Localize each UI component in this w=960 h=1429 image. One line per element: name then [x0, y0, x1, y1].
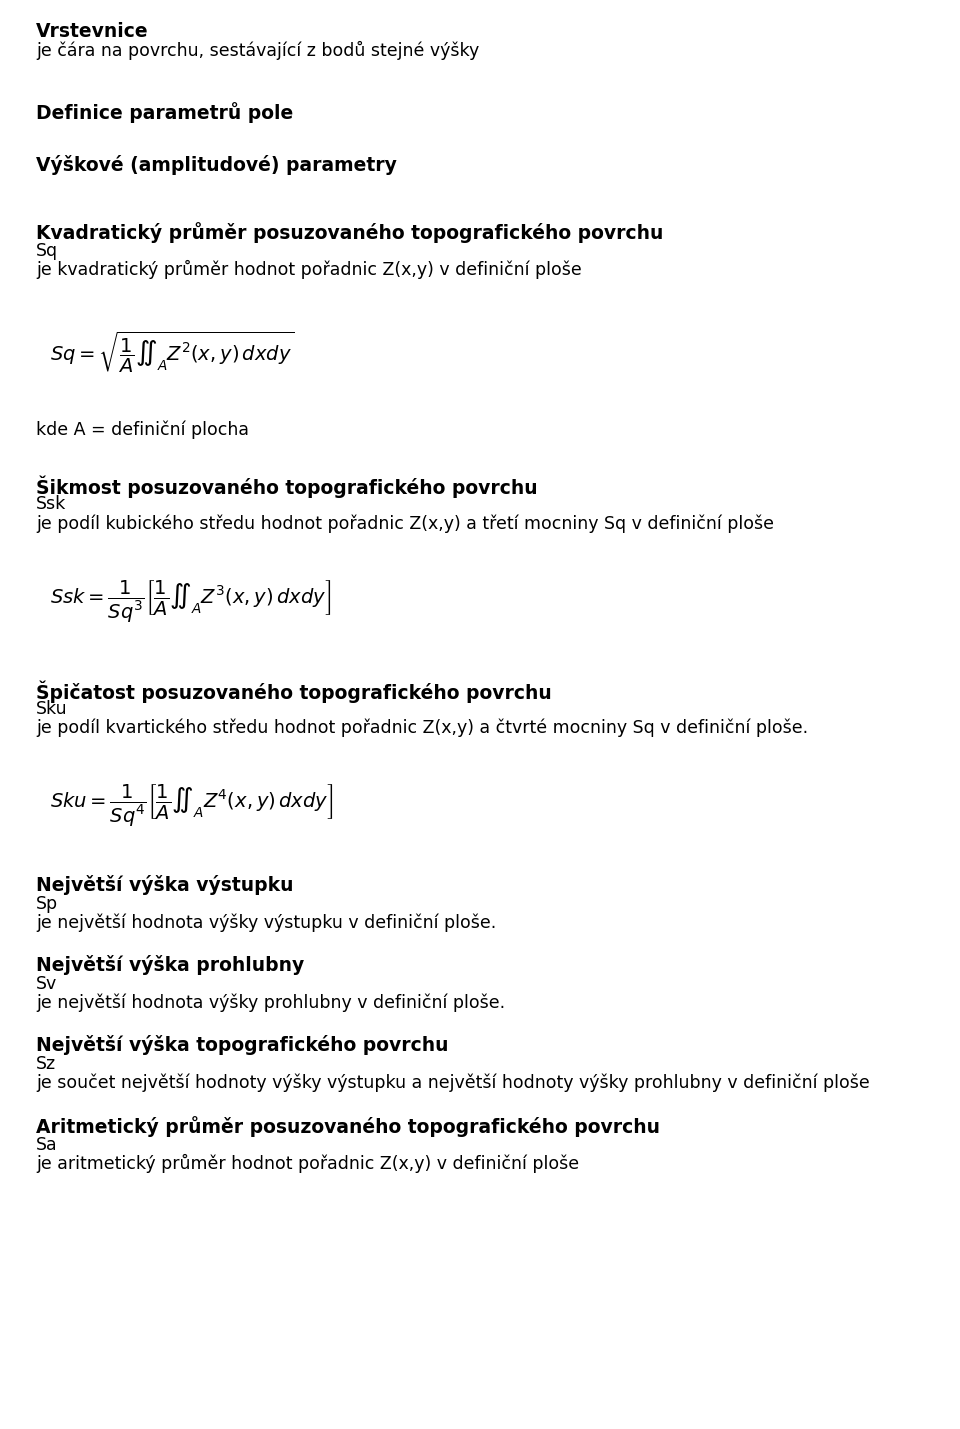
Text: $Sq = \sqrt{\dfrac{1}{A} \iint_{A} Z^{2}(x, y)\,dxdy}$: $Sq = \sqrt{\dfrac{1}{A} \iint_{A} Z^{2}…: [50, 330, 294, 376]
Text: kde A = definiční plocha: kde A = definiční plocha: [36, 420, 249, 439]
Text: Sku: Sku: [36, 700, 67, 717]
Text: je součet největší hodnoty výšky výstupku a největší hodnoty výšky prohlubny v d: je součet největší hodnoty výšky výstupk…: [36, 1073, 870, 1092]
Text: je podíl kvartického středu hodnot pořadnic Z(x,y) a čtvrté mocniny Sq v definič: je podíl kvartického středu hodnot pořad…: [36, 717, 808, 736]
Text: je čára na povrchu, sestávající z bodů stejné výšky: je čára na povrchu, sestávající z bodů s…: [36, 41, 479, 60]
Text: Sv: Sv: [36, 975, 58, 993]
Text: je kvadratický průměr hodnot pořadnic Z(x,y) v definiční ploše: je kvadratický průměr hodnot pořadnic Z(…: [36, 260, 582, 279]
Text: je největší hodnota výšky výstupku v definiční ploše.: je největší hodnota výšky výstupku v def…: [36, 913, 496, 932]
Text: Výškové (amplitudové) parametry: Výškové (amplitudové) parametry: [36, 154, 396, 174]
Text: je podíl kubického středu hodnot pořadnic Z(x,y) a třetí mocniny Sq v definiční : je podíl kubického středu hodnot pořadni…: [36, 514, 774, 533]
Text: Sq: Sq: [36, 242, 59, 260]
Text: Sa: Sa: [36, 1136, 58, 1155]
Text: Kvadratický průměr posuzovaného topografického povrchu: Kvadratický průměr posuzovaného topograf…: [36, 221, 663, 243]
Text: Definice parametrů pole: Definice parametrů pole: [36, 101, 293, 123]
Text: Největší výška výstupku: Největší výška výstupku: [36, 875, 294, 895]
Text: Největší výška prohlubny: Největší výška prohlubny: [36, 955, 304, 975]
Text: Vrstevnice: Vrstevnice: [36, 21, 149, 41]
Text: Sz: Sz: [36, 1055, 56, 1073]
Text: $Sku = \dfrac{1}{Sq^{4}} \left[ \dfrac{1}{A} \iint_{A} Z^{4}(x, y)\,dxdy \right]: $Sku = \dfrac{1}{Sq^{4}} \left[ \dfrac{1…: [50, 782, 333, 829]
Text: Ssk: Ssk: [36, 494, 66, 513]
Text: $Ssk = \dfrac{1}{Sq^{3}} \left[ \dfrac{1}{A} \iint_{A} Z^{3}(x, y)\,dxdy \right]: $Ssk = \dfrac{1}{Sq^{3}} \left[ \dfrac{1…: [50, 577, 331, 624]
Text: Špičatost posuzovaného topografického povrchu: Špičatost posuzovaného topografického po…: [36, 680, 552, 703]
Text: Sp: Sp: [36, 895, 59, 913]
Text: Šikmost posuzovaného topografického povrchu: Šikmost posuzovaného topografického povr…: [36, 474, 538, 497]
Text: je největší hodnota výšky prohlubny v definiční ploše.: je největší hodnota výšky prohlubny v de…: [36, 993, 505, 1012]
Text: Aritmetický průměr posuzovaného topografického povrchu: Aritmetický průměr posuzovaného topograf…: [36, 1116, 660, 1137]
Text: Největší výška topografického povrchu: Největší výška topografického povrchu: [36, 1035, 448, 1055]
Text: je aritmetický průměr hodnot pořadnic Z(x,y) v definiční ploše: je aritmetický průměr hodnot pořadnic Z(…: [36, 1155, 579, 1173]
